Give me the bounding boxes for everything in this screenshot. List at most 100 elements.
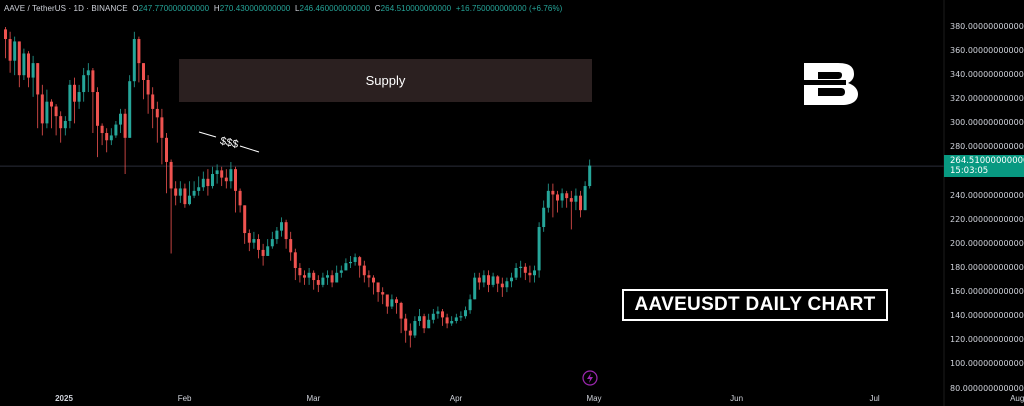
candle-body [427,319,431,329]
candle-body [353,257,357,262]
candle-body [514,267,518,278]
y-tick-label: 200.000000000000 [950,238,1024,248]
candle-body [169,161,173,189]
y-tick-label: 220.000000000000 [950,214,1024,224]
candle-body [188,195,191,205]
candle-body [385,294,389,307]
candle-body [431,313,435,320]
candle-body [114,124,118,136]
last-price-badge: 264.510000000000 15:03:05 [944,155,1024,177]
candle-body [119,113,122,125]
candle-body [477,277,481,283]
x-tick-label: Feb [177,394,192,403]
candle-body [238,190,242,206]
candle-body [473,277,477,300]
candle-body [381,292,385,295]
symbol-title[interactable]: AAVE / TetherUS · 1D · BINANCE [4,4,128,13]
candle-body [500,283,504,288]
candle-body [137,39,141,64]
candle-body [358,257,362,266]
candle-body [174,188,178,196]
candle-body [533,270,536,276]
candle-body [326,275,329,278]
candle-body [151,94,155,109]
candle-body [556,194,559,201]
supply-zone[interactable]: Supply [179,59,592,102]
candle-body [247,233,251,243]
candle-body [376,282,380,293]
candle-body [441,311,444,318]
candle-body [224,177,228,182]
candle-body [464,310,467,317]
candle-body [450,321,454,324]
candle-body [128,81,132,138]
y-tick-label: 80.000000000000 [950,383,1024,393]
candle-body [22,53,26,76]
candle-body [362,265,366,276]
lightning-icon[interactable] [582,370,598,386]
candle-body [82,75,86,93]
candle-body [142,63,145,80]
candle-body [344,263,348,271]
candle-body [395,299,398,303]
candle-body [73,84,76,102]
candle-body [528,272,532,276]
candle-body [372,277,375,283]
last-price-value: 264.510000000000 [950,156,1024,166]
candle-body [574,195,578,202]
candle-body [436,311,440,314]
candle-body [215,170,219,174]
candle-body [468,299,472,311]
candle-body [298,267,302,276]
y-tick-label: 120.000000000000 [950,335,1024,345]
y-tick-label: 100.000000000000 [950,359,1024,369]
candle-body [146,79,150,95]
x-tick-label: Jul [869,394,880,403]
candle-body [165,137,168,162]
candle-body [36,63,40,95]
candle-body [229,169,233,182]
candle-body [50,101,53,107]
change-value: +16.750000000000 (+6.76%) [455,4,563,13]
candle-body [17,41,21,76]
candle-body [220,170,224,178]
candle-body [445,317,449,324]
candle-body [293,252,297,268]
candle-body [178,188,182,196]
candle-body [390,299,394,307]
candle-body [523,266,527,273]
candle-body [367,275,371,278]
candle-body [482,275,486,283]
x-tick-label: 2025 [55,394,73,403]
high-value: 270.430000000000 [219,4,291,13]
liquidity-line [198,131,260,153]
candle-body [68,84,72,121]
candle-body [109,135,113,141]
candle-body [312,272,316,281]
candle-body [13,41,17,61]
candle-body [270,239,274,247]
candle-body [487,275,490,285]
candle-body [91,70,95,93]
y-tick-label: 340.000000000000 [950,70,1024,80]
candle-body [77,92,81,102]
x-tick-label: Jun [730,394,744,403]
candle-body [339,270,343,273]
candle-body [335,272,339,283]
open-label: O [132,4,139,13]
candle-body [551,190,555,195]
low-label: L [294,4,300,13]
price-axis[interactable]: 380.000000000000 360.000000000000 340.0000… [948,0,1024,393]
close-value: 264.510000000000 [380,4,452,13]
candle-body [132,39,136,82]
chart-title-box: AAVEUSDT DAILY CHART [622,289,888,321]
candle-body [243,205,247,234]
candle-body [284,222,288,240]
high-label: H [213,4,220,13]
candle-body [399,302,403,319]
candle-body [257,239,260,250]
candle-body [454,317,458,322]
low-value: 246.460000000000 [299,4,371,13]
close-label: C [374,4,381,13]
